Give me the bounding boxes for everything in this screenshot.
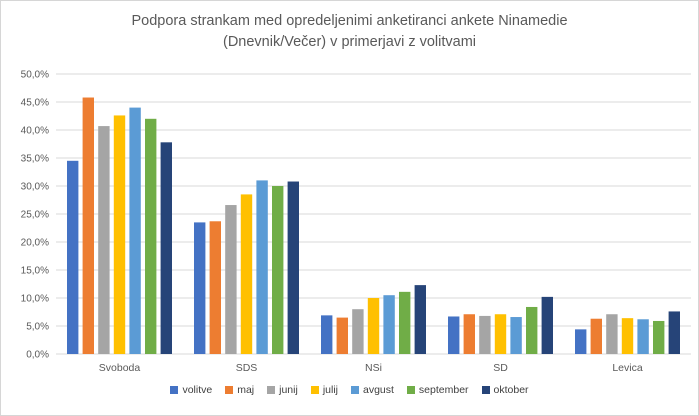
bar-julij-SD — [494, 314, 507, 354]
chart-legend: volitve maj junij julij avgust september oktob… — [1, 384, 698, 396]
y-tick-label: 30,0% — [21, 182, 49, 193]
bar-avgust-SD — [510, 317, 522, 354]
bar-volitve-SD — [448, 316, 460, 354]
legend-swatch-oktober — [481, 386, 490, 394]
category-label: Levica — [612, 362, 643, 374]
category-label: NSi — [365, 362, 382, 374]
bar-avgust-Svoboda — [129, 107, 141, 354]
legend-label: julij — [322, 384, 338, 396]
bar-julij-Svoboda — [113, 115, 126, 354]
y-tick-label: 20,0% — [21, 238, 49, 249]
legend-swatch-julij — [310, 386, 319, 394]
bar-junij-NSi — [352, 309, 364, 354]
bar-maj-Levica — [590, 318, 602, 354]
y-tick-label: 25,0% — [21, 210, 49, 221]
bar-oktober-SDS — [287, 181, 299, 354]
legend-swatch-junij — [267, 386, 276, 394]
bar-maj-Svoboda — [82, 97, 94, 355]
legend-label: volitve — [182, 384, 213, 396]
legend-swatch-volitve — [170, 386, 179, 394]
bar-maj-SD — [463, 314, 475, 354]
y-tick-label: 35,0% — [21, 154, 49, 165]
bar-volitve-SDS — [194, 222, 206, 354]
bar-oktober-SD — [541, 296, 553, 354]
bar-oktober-Svoboda — [160, 142, 172, 354]
chart-title: Podpora strankam med opredeljenimi anket… — [1, 11, 698, 53]
category-label: Svoboda — [99, 362, 141, 374]
y-tick-label: 5,0% — [26, 322, 49, 333]
bar-julij-NSi — [367, 298, 380, 354]
y-tick-label: 15,0% — [21, 266, 49, 277]
y-tick-label: 0,0% — [26, 350, 49, 361]
legend-label: maj — [237, 384, 255, 396]
bar-volitve-Svoboda — [67, 160, 79, 354]
bar-junij-SDS — [225, 205, 237, 354]
bar-junij-Svoboda — [98, 126, 110, 354]
legend-swatch-avgust — [350, 386, 359, 394]
legend-swatch-september — [406, 386, 415, 394]
legend-item-volitve: volitve — [170, 384, 212, 396]
legend-label: avgust — [362, 384, 394, 396]
bar-junij-Levica — [606, 314, 618, 354]
category-label: SDS — [236, 362, 258, 374]
y-tick-label: 50,0% — [21, 70, 49, 81]
bar-september-NSi — [399, 291, 411, 354]
y-tick-label: 10,0% — [21, 294, 49, 305]
bar-september-Svoboda — [145, 118, 157, 354]
bar-julij-SDS — [240, 194, 253, 354]
legend-item-maj: maj — [225, 384, 254, 396]
legend-swatch-maj — [225, 386, 234, 394]
category-label: SD — [493, 362, 508, 374]
bar-september-Levica — [653, 320, 665, 354]
bar-avgust-NSi — [383, 295, 395, 354]
legend-label: junij — [279, 384, 298, 396]
bar-julij-Levica — [621, 318, 634, 354]
legend-label: oktober — [493, 384, 529, 396]
bar-volitve-Levica — [575, 329, 587, 354]
bar-september-SD — [526, 306, 538, 354]
legend-item-julij: julij — [310, 384, 338, 396]
bar-maj-NSi — [336, 317, 348, 354]
legend-item-september: september — [406, 384, 469, 396]
legend-label: september — [418, 384, 469, 396]
chart-title-line2: (Dnevnik/Večer) v primerjavi z volitvami — [222, 34, 476, 50]
bar-september-SDS — [272, 186, 284, 354]
bar-volitve-NSi — [321, 315, 333, 354]
bar-maj-SDS — [209, 221, 221, 354]
y-tick-label: 45,0% — [21, 98, 49, 109]
bar-avgust-Levica — [637, 319, 649, 354]
y-tick-label: 40,0% — [21, 126, 49, 137]
legend-item-avgust: avgust — [350, 384, 394, 396]
bar-oktober-Levica — [668, 311, 680, 354]
bar-oktober-NSi — [414, 285, 426, 354]
bar-avgust-SDS — [256, 180, 268, 354]
chart-title-line1: Podpora strankam med opredeljenimi anket… — [131, 13, 568, 29]
legend-item-junij: junij — [267, 384, 298, 396]
bar-junij-SD — [479, 315, 491, 354]
legend-item-oktober: oktober — [481, 384, 529, 396]
